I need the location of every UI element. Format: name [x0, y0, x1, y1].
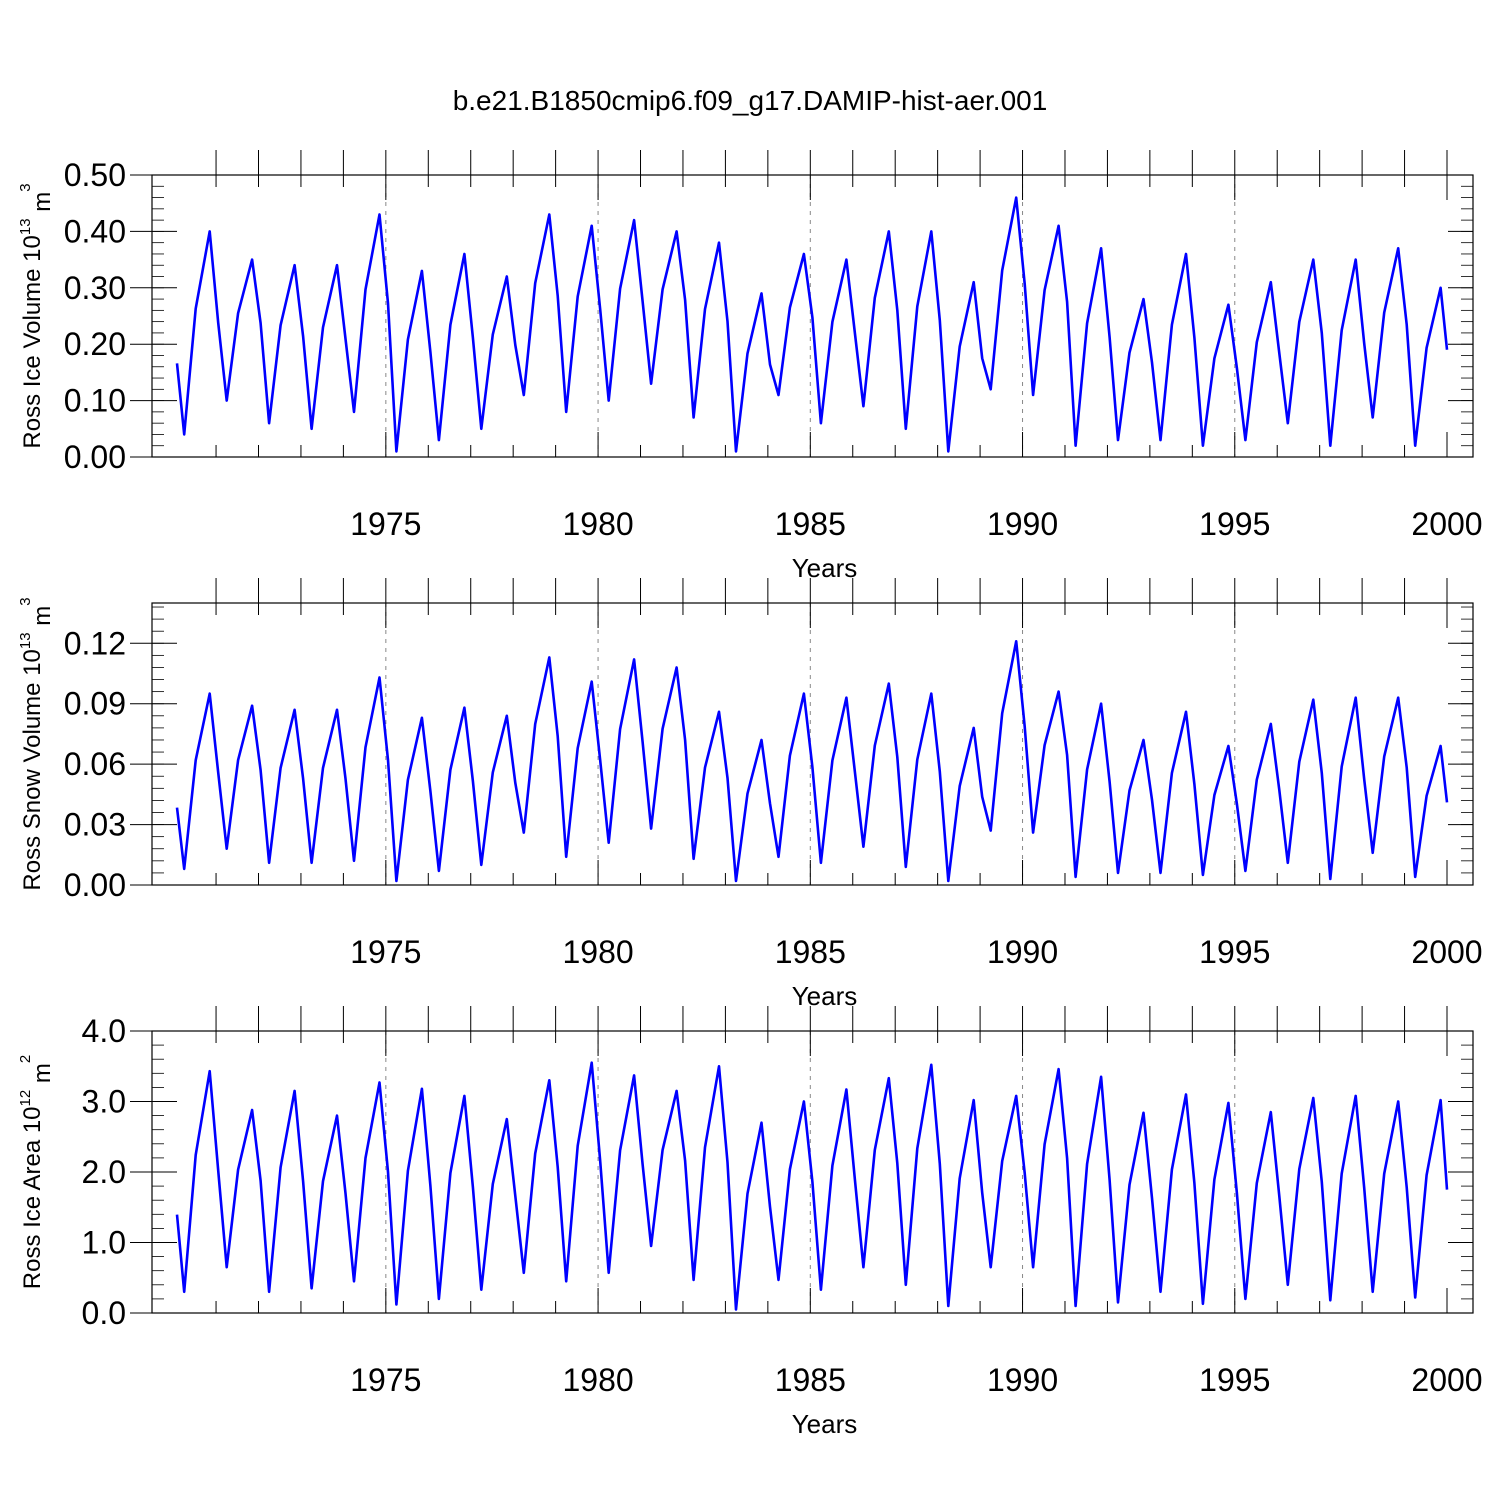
y-axis-title: Ross Snow Volume 1013 m3	[17, 597, 56, 890]
x-tick-label: 1985	[775, 506, 846, 542]
y-tick-label: 4.0	[82, 1013, 126, 1049]
panel-ross-snow-volume: 0.00 0.03 0.06 0.09 0.12 1975 1980 1985 1990 1995…	[17, 578, 1483, 1011]
y-tick-label: 0.03	[64, 807, 126, 843]
y-tick-label: 0.00	[64, 867, 126, 903]
series-line-ross-snow-volume	[175, 640, 1449, 883]
x-tick-label: 1975	[350, 934, 421, 970]
y-axis-title-ylabel-exp: 12	[17, 1090, 34, 1107]
x-axis-title: Years	[792, 981, 858, 1011]
series-line-ross-ice-area	[175, 1061, 1449, 1311]
plot-frame	[151, 174, 1474, 458]
x-tick-label: 2000	[1411, 506, 1482, 542]
y-tick-label: 0.06	[64, 746, 126, 782]
y-tick-label: 0.20	[64, 326, 126, 362]
x-tick-label: 1995	[1199, 1362, 1270, 1398]
y-tick-label: 0.00	[64, 439, 126, 475]
y-axis-title-ylabel-exp: 13	[17, 218, 34, 235]
y-axis-title-ylabel-unit-exp: 3	[17, 183, 34, 191]
x-tick-label: 2000	[1411, 1362, 1482, 1398]
y-axis-title: Ross Ice Area 1012 m2	[17, 1055, 56, 1289]
x-axis-title: Years	[792, 553, 858, 583]
y-tick-label: 0.50	[64, 157, 126, 193]
x-tick-label: 1975	[350, 1362, 421, 1398]
y-tick-label: 0.09	[64, 686, 126, 722]
y-tick-label: 1.0	[82, 1225, 126, 1261]
x-tick-label: 1995	[1199, 506, 1270, 542]
x-tick-label: 1975	[350, 506, 421, 542]
chart-title: b.e21.B1850cmip6.f09_g17.DAMIP-hist-aer.…	[453, 85, 1048, 116]
y-axis-title-ylabel-exp: 13	[17, 632, 34, 649]
y-tick-label: 0.0	[82, 1295, 126, 1331]
y-axis-title-ylabel-unit: m	[29, 606, 56, 633]
y-axis-title-ylabel-main: Ross Snow Volume 10	[19, 649, 46, 890]
x-tick-label: 1990	[987, 934, 1058, 970]
y-tick-label: 0.30	[64, 270, 126, 306]
y-axis-title-ylabel-main: Ross Ice Volume 10	[19, 235, 46, 448]
series-line-ross-ice-volume	[175, 196, 1449, 453]
x-tick-label: 1990	[987, 1362, 1058, 1398]
y-tick-label: 0.12	[64, 625, 126, 661]
x-tick-label: 2000	[1411, 934, 1482, 970]
y-axis-title-ylabel-unit: m	[29, 1063, 56, 1090]
y-axis-title-ylabel-main: Ross Ice Area 10	[19, 1106, 46, 1289]
panel-ross-ice-volume: 0.00 0.10 0.20 0.30 0.40 0.50 1975 1980 1985 1990…	[17, 150, 1483, 583]
y-tick-label: 0.40	[64, 213, 126, 249]
panel-ross-ice-area: 0.0 1.0 2.0 3.0 4.0 1975 1980 1985 1990 1995 2000 Y…	[17, 1006, 1483, 1439]
x-tick-label: 1980	[562, 934, 633, 970]
y-tick-label: 2.0	[82, 1154, 126, 1190]
x-tick-label: 1980	[562, 1362, 633, 1398]
y-tick-label: 0.10	[64, 383, 126, 419]
x-tick-label: 1985	[775, 1362, 846, 1398]
y-tick-label: 3.0	[82, 1084, 126, 1120]
x-tick-label: 1995	[1199, 934, 1270, 970]
y-axis-title-ylabel-unit-exp: 3	[17, 597, 34, 605]
y-axis-title: Ross Ice Volume 1013 m3	[17, 183, 56, 448]
y-axis-title-ylabel-unit-exp: 2	[17, 1055, 34, 1063]
x-axis-title: Years	[792, 1409, 858, 1439]
y-axis-title-ylabel-unit: m	[29, 192, 56, 219]
x-tick-label: 1990	[987, 506, 1058, 542]
x-tick-label: 1985	[775, 934, 846, 970]
x-tick-label: 1980	[562, 506, 633, 542]
plot-frame	[151, 602, 1474, 886]
